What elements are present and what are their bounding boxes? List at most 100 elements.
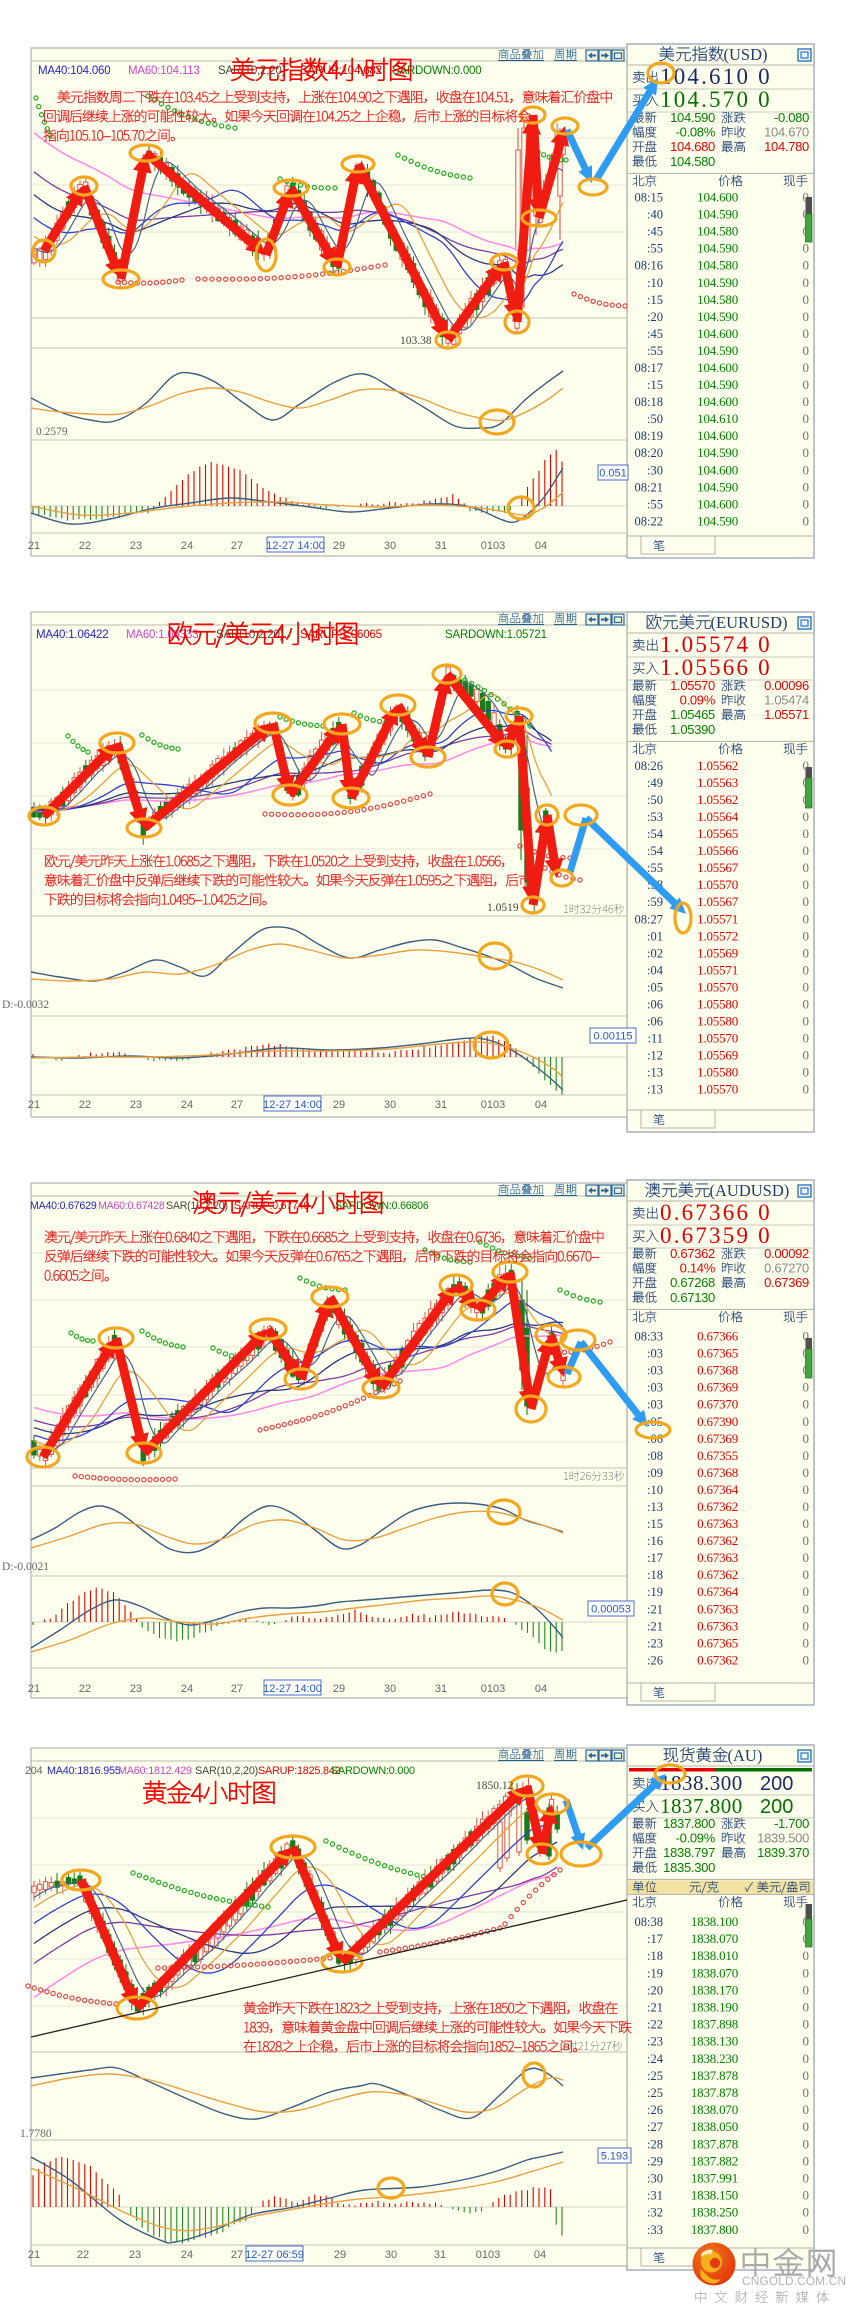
svg-text:104.600: 104.600 bbox=[697, 394, 738, 409]
svg-text:0: 0 bbox=[803, 2119, 810, 2134]
svg-text:0.67362: 0.67362 bbox=[697, 1499, 738, 1514]
svg-text:204: 204 bbox=[25, 1765, 43, 1777]
svg-text:0: 0 bbox=[803, 1431, 810, 1446]
svg-text:04: 04 bbox=[535, 1099, 547, 1111]
svg-text:0: 0 bbox=[803, 479, 810, 494]
svg-text:0: 0 bbox=[803, 2102, 810, 2117]
svg-text:0.00115: 0.00115 bbox=[594, 1031, 633, 1043]
svg-text::55: :55 bbox=[647, 344, 663, 358]
svg-text:0: 0 bbox=[803, 377, 810, 392]
svg-text::54: :54 bbox=[647, 827, 664, 841]
svg-text:104.610 0: 104.610 0 bbox=[660, 64, 772, 89]
svg-text:0.67368: 0.67368 bbox=[697, 1465, 738, 1480]
svg-text:1.05570: 1.05570 bbox=[697, 1031, 738, 1046]
svg-text:103.38: 103.38 bbox=[400, 335, 432, 347]
svg-text::04: :04 bbox=[647, 963, 664, 977]
svg-text:1.05570: 1.05570 bbox=[697, 1082, 738, 1097]
svg-text::05: :05 bbox=[647, 980, 663, 994]
svg-text:0.67364: 0.67364 bbox=[697, 1482, 739, 1497]
svg-text:104.590: 104.590 bbox=[697, 514, 738, 529]
svg-text:0.67366: 0.67366 bbox=[697, 1329, 739, 1344]
svg-text:0: 0 bbox=[803, 860, 810, 875]
svg-text:0.67369: 0.67369 bbox=[697, 1431, 738, 1446]
svg-text:1837.878: 1837.878 bbox=[691, 2085, 738, 2100]
svg-text:0.67368: 0.67368 bbox=[697, 1363, 738, 1378]
svg-text:104.570 0: 104.570 0 bbox=[660, 87, 772, 112]
svg-text::18: :18 bbox=[647, 1568, 663, 1582]
svg-text:0.09%: 0.09% bbox=[680, 693, 716, 708]
svg-text:0: 0 bbox=[803, 1031, 810, 1046]
svg-text:27: 27 bbox=[231, 1099, 243, 1111]
svg-text:0: 0 bbox=[803, 343, 810, 358]
svg-text::03: :03 bbox=[647, 1364, 663, 1378]
svg-text:0: 0 bbox=[803, 2068, 810, 2083]
svg-text:0.67366 0: 0.67366 0 bbox=[660, 1200, 772, 1225]
svg-text::03: :03 bbox=[647, 1347, 663, 1361]
svg-text:0.67363: 0.67363 bbox=[697, 1550, 738, 1565]
svg-text:0: 0 bbox=[803, 275, 810, 290]
svg-text:1.05570: 1.05570 bbox=[670, 678, 715, 693]
svg-text:0: 0 bbox=[803, 360, 810, 375]
svg-text:0: 0 bbox=[803, 1635, 810, 1650]
svg-text:0: 0 bbox=[803, 945, 810, 960]
svg-text:0.00096: 0.00096 bbox=[764, 678, 809, 693]
svg-text:MA40:1816.955: MA40:1816.955 bbox=[47, 1765, 121, 1777]
svg-text:0: 0 bbox=[803, 241, 810, 256]
svg-text:0: 0 bbox=[803, 996, 810, 1011]
svg-text:-0.09%: -0.09% bbox=[676, 1831, 716, 1846]
svg-text:1838.797: 1838.797 bbox=[663, 1845, 715, 1860]
svg-text:0: 0 bbox=[803, 894, 810, 909]
svg-text:1.05571: 1.05571 bbox=[764, 707, 809, 722]
svg-text:0.67363: 0.67363 bbox=[697, 1516, 738, 1531]
svg-text:0: 0 bbox=[803, 2000, 810, 2015]
svg-text::13: :13 bbox=[647, 1083, 663, 1097]
svg-text:0: 0 bbox=[803, 1653, 810, 1668]
svg-text::19: :19 bbox=[647, 1966, 663, 1980]
svg-text:0.67365: 0.67365 bbox=[697, 1346, 738, 1361]
svg-text::13: :13 bbox=[647, 1500, 663, 1514]
svg-text:31: 31 bbox=[435, 1683, 447, 1695]
svg-text::25: :25 bbox=[647, 2086, 663, 2100]
svg-text:0: 0 bbox=[803, 2153, 810, 2168]
svg-text::10: :10 bbox=[647, 1483, 663, 1497]
svg-text::18: :18 bbox=[647, 1949, 663, 1963]
svg-text:0: 0 bbox=[803, 1329, 810, 1344]
svg-text:23: 23 bbox=[129, 2249, 141, 2261]
svg-text:D:-0.0021: D:-0.0021 bbox=[2, 1561, 49, 1573]
svg-text:21: 21 bbox=[28, 540, 40, 552]
svg-text:1850.12: 1850.12 bbox=[476, 1780, 514, 1792]
svg-text:104.580: 104.580 bbox=[697, 258, 738, 273]
svg-text::11: :11 bbox=[647, 1032, 663, 1046]
svg-text:1.05562: 1.05562 bbox=[697, 758, 738, 773]
svg-text:200: 200 bbox=[760, 1796, 793, 1818]
svg-text:0: 0 bbox=[803, 428, 810, 443]
svg-text:104.580: 104.580 bbox=[697, 224, 738, 239]
svg-text:1839.500: 1839.500 bbox=[757, 1831, 809, 1846]
svg-text:104.590: 104.590 bbox=[697, 309, 738, 324]
svg-text:104.680: 104.680 bbox=[670, 139, 715, 154]
svg-text::15: :15 bbox=[647, 293, 663, 307]
svg-text:1837.800: 1837.800 bbox=[663, 1816, 715, 1831]
svg-text:0: 0 bbox=[803, 1014, 810, 1029]
svg-text:0: 0 bbox=[803, 2085, 810, 2100]
svg-text:31: 31 bbox=[435, 540, 447, 552]
svg-text:30: 30 bbox=[384, 540, 396, 552]
svg-text:1.05566 0: 1.05566 0 bbox=[660, 655, 772, 680]
svg-text:104.590: 104.590 bbox=[697, 241, 738, 256]
svg-text:21: 21 bbox=[28, 1099, 40, 1111]
svg-text:24: 24 bbox=[181, 1683, 193, 1695]
svg-text::49: :49 bbox=[647, 776, 663, 790]
svg-text::23: :23 bbox=[647, 1636, 663, 1650]
svg-text:1.05465: 1.05465 bbox=[670, 707, 715, 722]
svg-text:0.00092: 0.00092 bbox=[764, 1246, 809, 1261]
svg-text:0: 0 bbox=[803, 1482, 810, 1497]
svg-text:5.193: 5.193 bbox=[601, 2151, 629, 2163]
svg-text:0.67362: 0.67362 bbox=[697, 1533, 738, 1548]
svg-text::19: :19 bbox=[647, 1585, 663, 1599]
svg-text:22: 22 bbox=[79, 540, 91, 552]
svg-text:0: 0 bbox=[803, 1618, 810, 1633]
svg-text:(USD): (USD) bbox=[724, 45, 768, 64]
svg-text:1.05580: 1.05580 bbox=[697, 1014, 738, 1029]
svg-text:1838.050: 1838.050 bbox=[691, 2119, 738, 2134]
svg-text:1839.370: 1839.370 bbox=[757, 1845, 809, 1860]
